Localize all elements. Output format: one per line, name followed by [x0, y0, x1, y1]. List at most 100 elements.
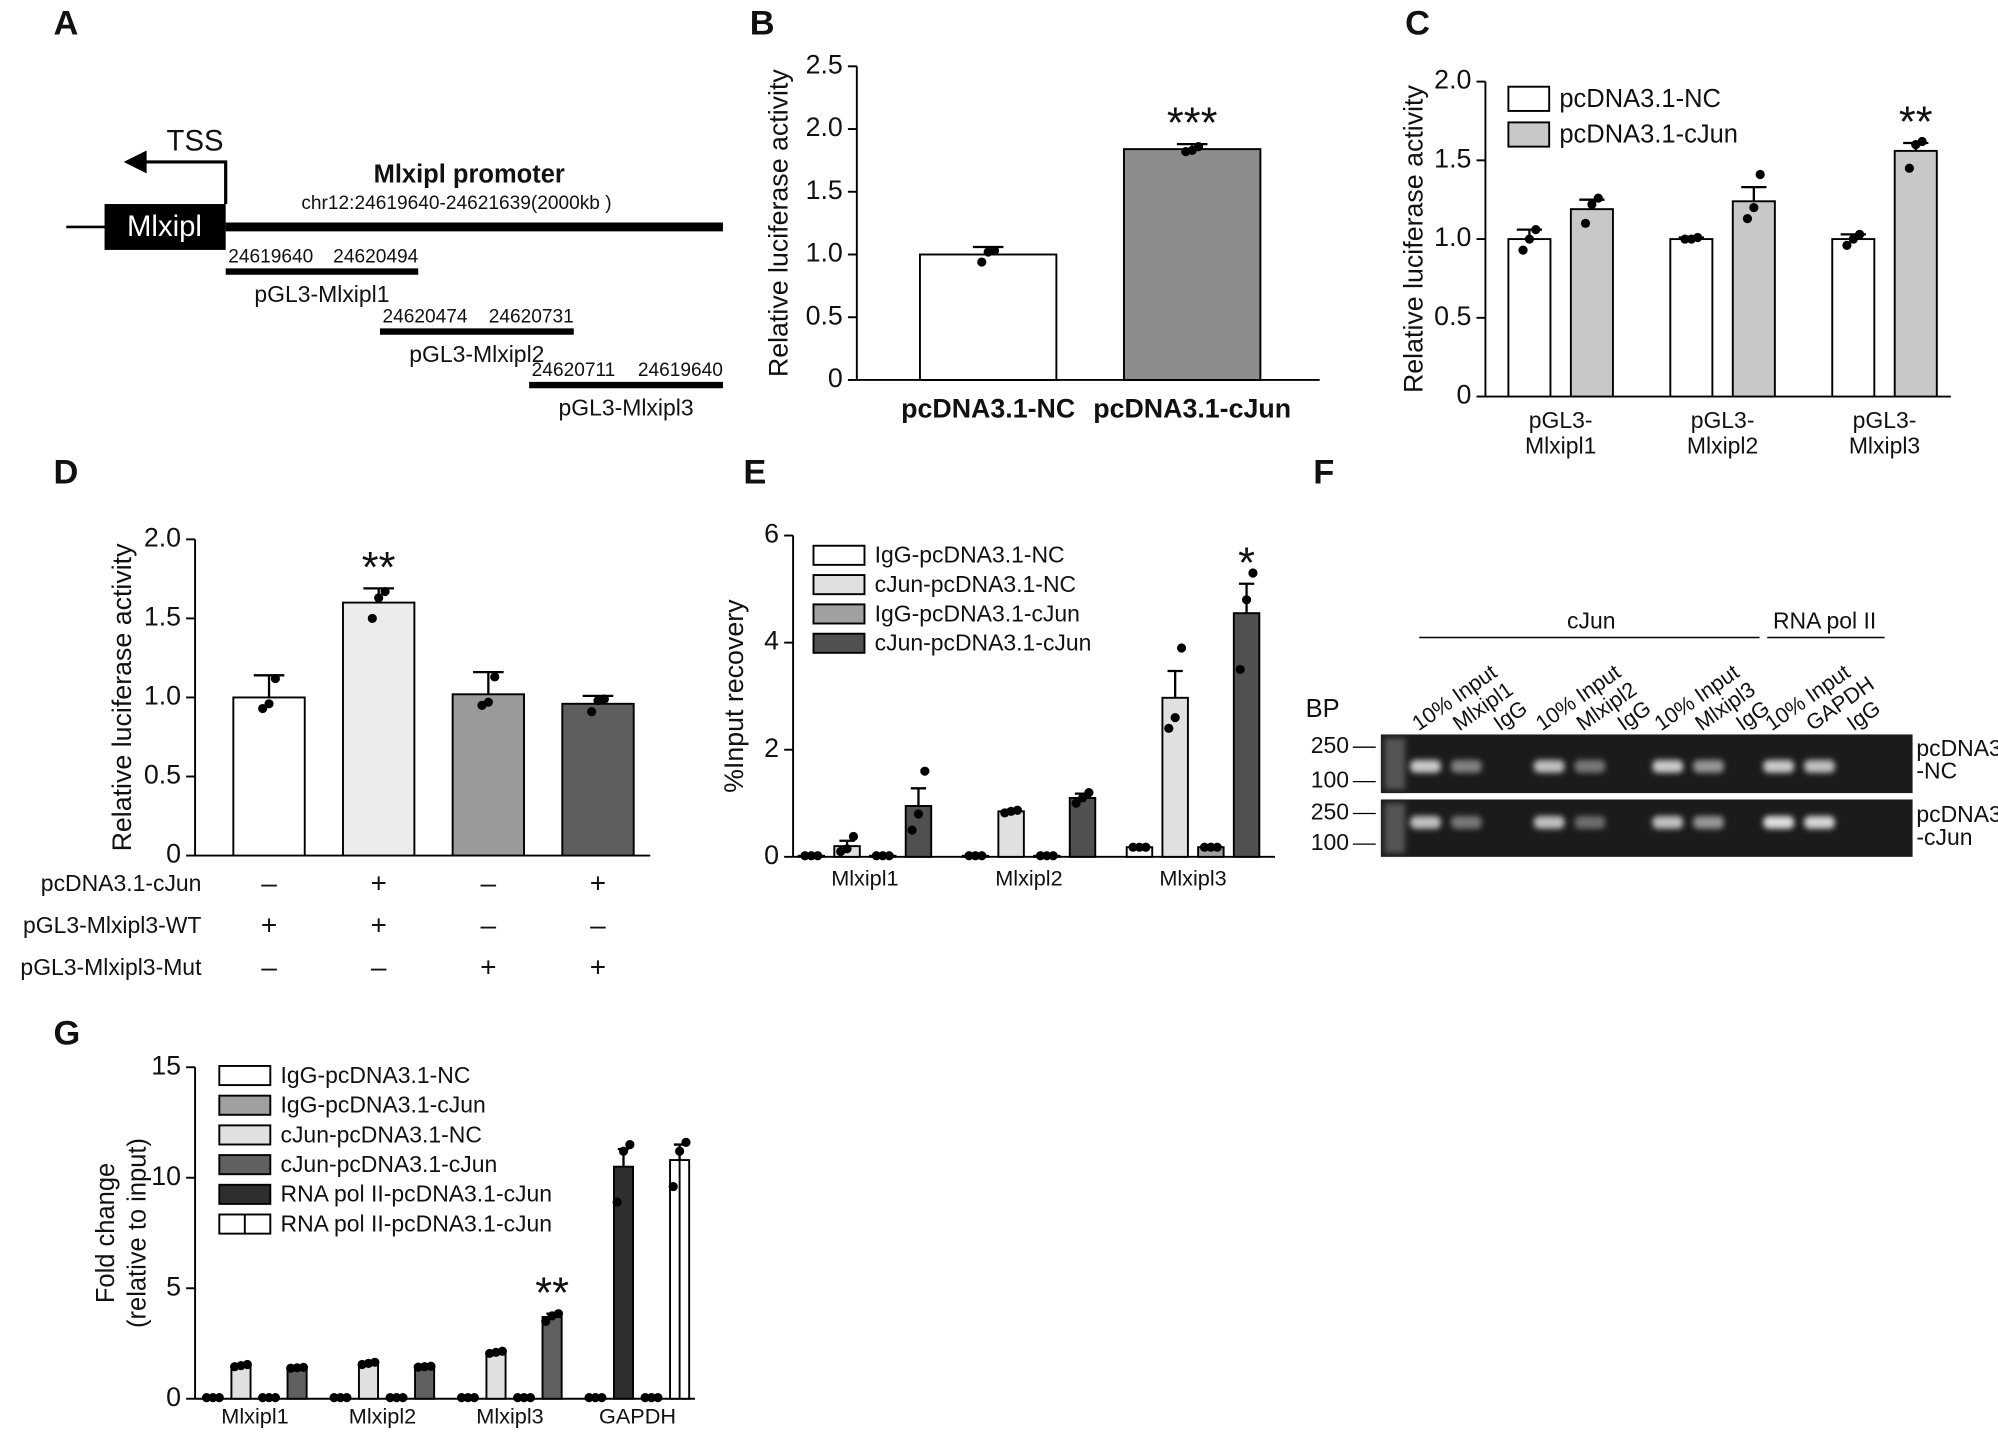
data-point — [1077, 793, 1088, 803]
error-bar — [1741, 185, 1767, 202]
row-label: pcDNA3.1 — [1916, 735, 1998, 761]
gene-label: Mlxipl — [127, 210, 202, 243]
gel-band — [1652, 816, 1684, 829]
data-point — [681, 1137, 691, 1147]
bar — [1507, 238, 1552, 398]
data-point — [1141, 842, 1151, 852]
data-point — [1518, 245, 1528, 255]
legend-swatch — [812, 632, 866, 654]
data-point — [675, 1146, 685, 1156]
y-tick-label: 2.0 — [144, 522, 181, 552]
data-point — [1917, 136, 1927, 147]
fragment-start: 24619640 — [228, 247, 313, 268]
error-bar — [1167, 669, 1183, 698]
y-tick-label: 0 — [1457, 380, 1472, 410]
y-tick-label: 0.5 — [144, 760, 181, 790]
data-point — [1048, 851, 1058, 861]
data-point — [513, 1393, 523, 1403]
significance-label: *** — [1167, 100, 1218, 148]
data-point — [1524, 234, 1535, 244]
bar — [1068, 796, 1097, 858]
legend-label: IgG-pcDNA3.1-cJun — [875, 600, 1080, 626]
data-point — [456, 1393, 467, 1403]
data-point — [907, 825, 917, 835]
legend-label: IgG-pcDNA3.1-NC — [281, 1062, 471, 1088]
data-point — [964, 851, 974, 861]
data-point — [587, 707, 597, 717]
condition-sign: + — [261, 909, 277, 940]
data-point — [264, 699, 274, 709]
data-point — [1855, 229, 1865, 239]
data-point — [391, 1393, 402, 1403]
fragment-end: 24620731 — [489, 307, 574, 328]
y-tick-label: 0.5 — [1434, 301, 1471, 331]
fragment-name: pGL3-Mlxipl3 — [558, 394, 693, 420]
condition-sign: – — [371, 951, 387, 982]
data-point — [208, 1393, 218, 1403]
data-point — [913, 809, 924, 819]
data-point — [970, 851, 981, 861]
y-tick-label: 6 — [764, 519, 779, 549]
x-tick-label: Mlxipl1 — [221, 1404, 288, 1429]
group-label: RNA pol II — [1773, 607, 1876, 633]
x-tick-label: Mlxipl2 — [349, 1404, 416, 1429]
significance-label: * — [1238, 539, 1255, 587]
bar — [485, 1351, 507, 1400]
condition-sign: + — [480, 951, 496, 982]
legend-label: pcDNA3.1-NC — [1559, 85, 1721, 113]
data-point — [1071, 798, 1081, 808]
group-label: cJun — [1567, 607, 1615, 633]
gel-band — [1763, 759, 1794, 773]
error-bar — [253, 674, 285, 698]
data-point — [1212, 842, 1222, 852]
legend-swatch — [218, 1154, 272, 1176]
marker-label: 250 — [1311, 799, 1349, 825]
data-point — [871, 851, 881, 861]
bar — [451, 693, 526, 857]
bar — [1669, 238, 1714, 398]
data-point — [1170, 713, 1180, 723]
gel-band — [1533, 759, 1565, 773]
y-tick-label: 1.0 — [1434, 222, 1471, 252]
y-axis-label: Fold change — [92, 1163, 120, 1303]
panel-letter: F — [1313, 453, 1334, 491]
data-point — [1199, 842, 1210, 852]
y-axis-label: Relative luciferase activity — [1398, 85, 1428, 394]
y-tick-label: 1.5 — [1434, 143, 1471, 173]
gel-band — [1804, 759, 1835, 773]
data-point — [625, 1139, 635, 1150]
panel-letter: A — [54, 5, 79, 43]
y-tick-label: 1.5 — [806, 175, 843, 205]
legend-label: cJun-pcDNA3.1-NC — [281, 1121, 482, 1147]
data-point — [329, 1393, 339, 1403]
condition-sign: + — [370, 909, 386, 940]
data-point — [398, 1393, 408, 1403]
gel-band — [1574, 816, 1606, 829]
fragment-end: 24619640 — [638, 360, 723, 381]
x-tick-label: Mlxipl3 — [1159, 866, 1226, 891]
data-point — [242, 1359, 252, 1370]
row-label: -cJun — [1916, 824, 1972, 850]
legend-swatch — [812, 603, 866, 625]
significance-label: ** — [362, 544, 396, 592]
gel-band — [1410, 759, 1441, 773]
data-point — [989, 246, 1000, 256]
legend-label: cJun-pcDNA3.1-cJun — [875, 630, 1092, 656]
gel-band — [1410, 816, 1441, 829]
data-point — [1134, 842, 1145, 852]
data-point — [553, 1309, 564, 1319]
y-tick-label: 0 — [828, 363, 843, 393]
legend-label: IgG-pcDNA3.1-cJun — [281, 1092, 486, 1118]
bar — [1122, 148, 1262, 381]
legend-swatch — [218, 1183, 272, 1205]
data-point — [463, 1393, 473, 1403]
gel-band — [1693, 816, 1724, 829]
data-point — [258, 703, 268, 714]
x-tick-label: pcDNA3.1-cJun — [1093, 394, 1291, 424]
data-point — [298, 1362, 309, 1372]
y-tick-label: 2.0 — [1434, 65, 1471, 95]
legend-label: cJun-pcDNA3.1-NC — [875, 571, 1076, 597]
condition-sign: – — [481, 909, 497, 940]
data-point — [878, 851, 888, 861]
